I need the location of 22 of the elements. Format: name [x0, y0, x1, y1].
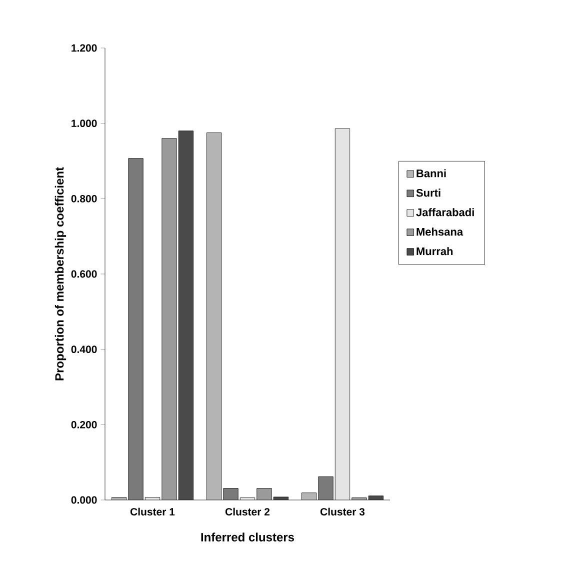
y-axis-title: Proportion of membership coefficient: [54, 167, 66, 380]
bar: [178, 130, 194, 500]
x-tick-label: Cluster 3: [320, 508, 365, 516]
bar: [334, 128, 350, 500]
x-tick-label: Cluster 1: [130, 508, 175, 516]
y-tick-label: 1.200: [72, 44, 97, 52]
y-tick-label: 1.000: [72, 120, 97, 128]
y-tick-label: 0.200: [71, 420, 97, 428]
x-tick-label: Cluster 2: [225, 508, 270, 516]
legend-label: Surti: [416, 188, 440, 197]
y-tick-label: 0.800: [71, 194, 97, 202]
bar: [128, 158, 144, 500]
y-tick-label: 0.400: [71, 346, 97, 354]
y-tick-label: 0.600: [71, 270, 97, 278]
legend-label: Banni: [416, 169, 446, 178]
bar: [223, 488, 238, 500]
bar: [318, 476, 334, 500]
y-tick-label: 0.000: [71, 496, 97, 504]
x-axis-title: Inferred clusters: [201, 532, 294, 542]
legend-label: Jaffarabadi: [416, 208, 474, 216]
legend-label: Mehsana: [416, 228, 464, 236]
legend-label: Murrah: [416, 247, 453, 256]
